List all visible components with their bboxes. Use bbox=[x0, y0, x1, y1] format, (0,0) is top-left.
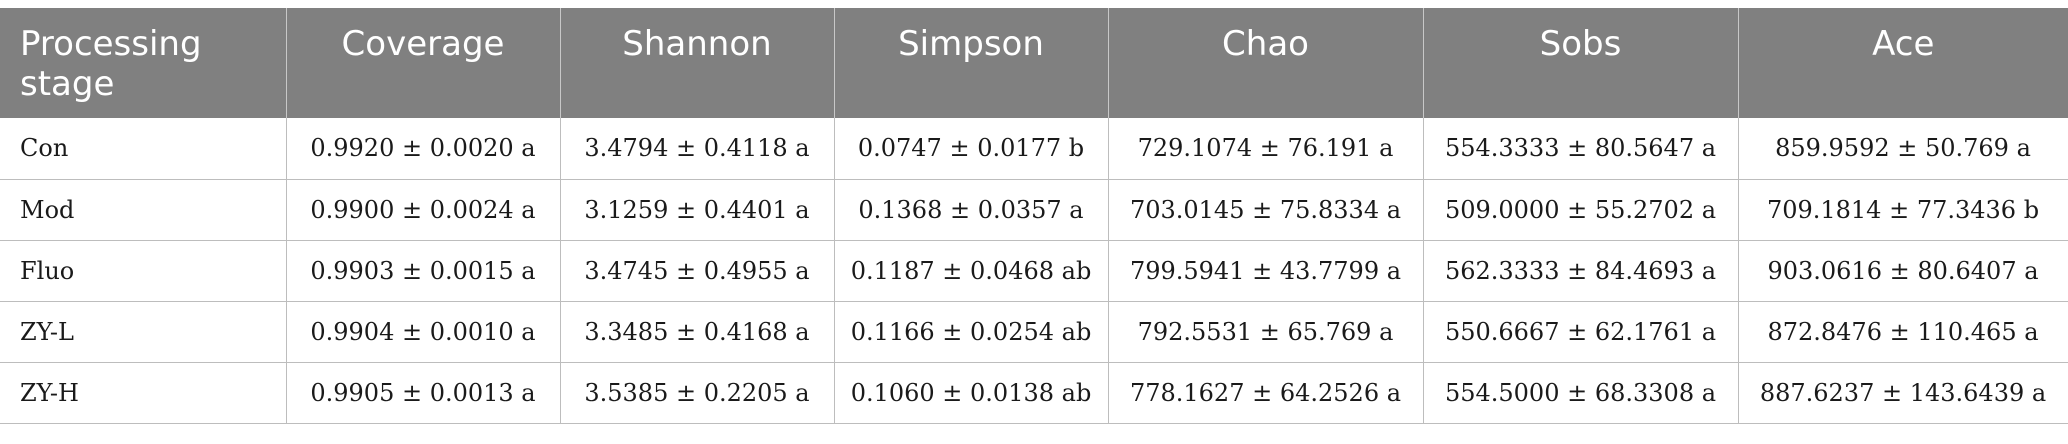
cell-sobs: 554.3333 ± 80.5647 a bbox=[1422, 118, 1738, 180]
cell-coverage: 0.9904 ± 0.0010 a bbox=[285, 301, 560, 363]
cell-shannon: 3.3485 ± 0.4168 a bbox=[559, 301, 834, 363]
cell-chao: 799.5941 ± 43.7799 a bbox=[1107, 240, 1423, 302]
header-ace: Ace bbox=[1737, 8, 2068, 118]
cell-stage: Fluo bbox=[0, 240, 286, 302]
cell-shannon: 3.1259 ± 0.4401 a bbox=[559, 179, 834, 241]
cell-ace: 859.9592 ± 50.769 a bbox=[1737, 118, 2068, 180]
cell-simpson: 0.1060 ± 0.0138 ab bbox=[833, 362, 1108, 424]
cell-shannon: 3.5385 ± 0.2205 a bbox=[559, 362, 834, 424]
table-row: Fluo 0.9903 ± 0.0015 a 3.4745 ± 0.4955 a… bbox=[0, 240, 2068, 302]
cell-coverage: 0.9900 ± 0.0024 a bbox=[285, 179, 560, 241]
cell-stage: Con bbox=[0, 118, 286, 180]
cell-sobs: 509.0000 ± 55.2702 a bbox=[1422, 179, 1738, 241]
cell-coverage: 0.9920 ± 0.0020 a bbox=[285, 118, 560, 180]
header-chao: Chao bbox=[1107, 8, 1423, 118]
table-body: Con 0.9920 ± 0.0020 a 3.4794 ± 0.4118 a … bbox=[0, 118, 2068, 424]
cell-ace: 887.6237 ± 143.6439 a bbox=[1737, 362, 2068, 424]
cell-chao: 703.0145 ± 75.8334 a bbox=[1107, 179, 1423, 241]
cell-chao: 778.1627 ± 64.2526 a bbox=[1107, 362, 1423, 424]
header-processing-stage: Processing stage bbox=[0, 8, 286, 118]
cell-simpson: 0.1368 ± 0.0357 a bbox=[833, 179, 1108, 241]
cell-shannon: 3.4794 ± 0.4118 a bbox=[559, 118, 834, 180]
cell-ace: 709.1814 ± 77.3436 b bbox=[1737, 179, 2068, 241]
cell-simpson: 0.0747 ± 0.0177 b bbox=[833, 118, 1108, 180]
cell-chao: 729.1074 ± 76.191 a bbox=[1107, 118, 1423, 180]
cell-sobs: 554.5000 ± 68.3308 a bbox=[1422, 362, 1738, 424]
header-row: Processing stage Coverage Shannon Simpso… bbox=[0, 8, 2068, 118]
cell-stage: ZY-L bbox=[0, 301, 286, 363]
cell-ace: 903.0616 ± 80.6407 a bbox=[1737, 240, 2068, 302]
cell-sobs: 562.3333 ± 84.4693 a bbox=[1422, 240, 1738, 302]
cell-sobs: 550.6667 ± 62.1761 a bbox=[1422, 301, 1738, 363]
header-shannon: Shannon bbox=[559, 8, 834, 118]
cell-stage: Mod bbox=[0, 179, 286, 241]
cell-simpson: 0.1166 ± 0.0254 ab bbox=[833, 301, 1108, 363]
table-row: ZY-L 0.9904 ± 0.0010 a 3.3485 ± 0.4168 a… bbox=[0, 301, 2068, 363]
cell-coverage: 0.9903 ± 0.0015 a bbox=[285, 240, 560, 302]
table-row: ZY-H 0.9905 ± 0.0013 a 3.5385 ± 0.2205 a… bbox=[0, 362, 2068, 424]
cell-coverage: 0.9905 ± 0.0013 a bbox=[285, 362, 560, 424]
cell-chao: 792.5531 ± 65.769 a bbox=[1107, 301, 1423, 363]
cell-shannon: 3.4745 ± 0.4955 a bbox=[559, 240, 834, 302]
cell-ace: 872.8476 ± 110.465 a bbox=[1737, 301, 2068, 363]
header-coverage: Coverage bbox=[285, 8, 560, 118]
table-row: Mod 0.9900 ± 0.0024 a 3.1259 ± 0.4401 a … bbox=[0, 179, 2068, 241]
header-sobs: Sobs bbox=[1422, 8, 1738, 118]
header-simpson: Simpson bbox=[833, 8, 1108, 118]
cell-stage: ZY-H bbox=[0, 362, 286, 424]
table-row: Con 0.9920 ± 0.0020 a 3.4794 ± 0.4118 a … bbox=[0, 118, 2068, 180]
cell-simpson: 0.1187 ± 0.0468 ab bbox=[833, 240, 1108, 302]
table-header: Processing stage Coverage Shannon Simpso… bbox=[0, 8, 2068, 118]
alpha-diversity-table: Processing stage Coverage Shannon Simpso… bbox=[0, 8, 2068, 424]
